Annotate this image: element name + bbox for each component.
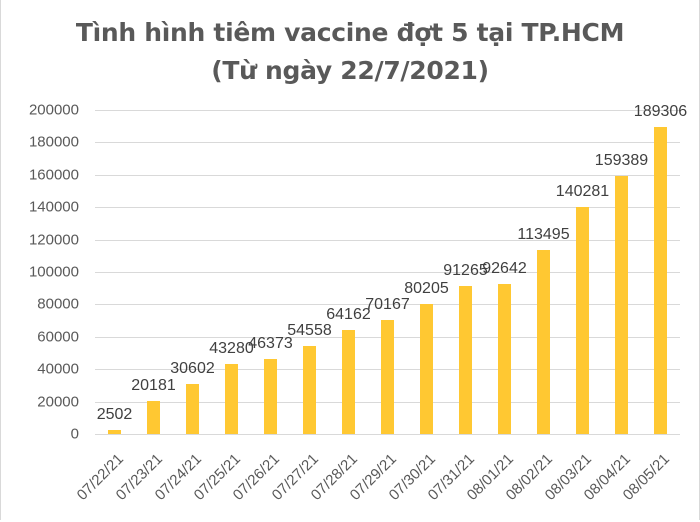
y-tick-label: 0	[70, 425, 79, 443]
data-label: 46373	[248, 334, 293, 352]
bar	[147, 401, 160, 434]
gridline	[95, 207, 680, 209]
bar	[537, 250, 550, 434]
gridline	[95, 110, 680, 111]
data-label: 113495	[517, 226, 570, 244]
y-tick-label: 140000	[28, 198, 79, 216]
bar	[225, 363, 238, 434]
data-label: 70167	[365, 296, 410, 314]
bar	[108, 429, 121, 434]
plot-area: 2502 20181 30602 43280 46373 54558 64162 70167 8…	[95, 103, 687, 435]
data-label: 91265	[443, 262, 488, 280]
y-tick-label: 200000	[28, 101, 79, 119]
gridline	[95, 272, 680, 273]
y-tick-label: 60000	[37, 328, 79, 346]
bar	[498, 283, 511, 434]
data-label: 64162	[326, 306, 371, 324]
data-label: 92642	[482, 259, 527, 277]
bar	[459, 286, 472, 434]
bar	[420, 304, 433, 434]
data-label: 189306	[633, 103, 688, 121]
bar	[381, 320, 394, 434]
data-label: 2502	[96, 405, 133, 423]
data-label: 30602	[170, 360, 215, 378]
gridline	[95, 142, 680, 144]
data-label: 20181	[131, 377, 176, 395]
y-tick-label: 40000	[37, 360, 79, 378]
bar	[654, 127, 667, 434]
y-tick-label: 80000	[37, 295, 79, 313]
data-label: 80205	[404, 280, 449, 298]
y-tick-label: 100000	[28, 263, 79, 281]
bar	[186, 384, 199, 434]
data-label: 54558	[287, 321, 332, 339]
chart-title: Tình hình tiêm vaccine đợt 5 tại TP.HCM	[75, 18, 625, 47]
gridline	[95, 304, 680, 306]
bar	[342, 330, 355, 434]
y-tick-label: 120000	[28, 231, 79, 249]
bar	[264, 358, 277, 434]
gridline	[95, 434, 680, 435]
bar	[303, 345, 316, 434]
gridline	[95, 174, 680, 176]
y-tick-label: 20000	[37, 393, 79, 411]
chart-subtitle: (Từ ngày 22/7/2021)	[211, 56, 489, 85]
y-tick-label: 160000	[28, 166, 79, 184]
data-label: 140281	[555, 182, 610, 200]
data-label: 43280	[209, 339, 254, 357]
bar	[576, 206, 589, 434]
y-tick-label: 180000	[28, 133, 79, 151]
data-label: 159389	[594, 151, 649, 169]
gridline	[95, 239, 680, 241]
bar	[615, 175, 628, 434]
